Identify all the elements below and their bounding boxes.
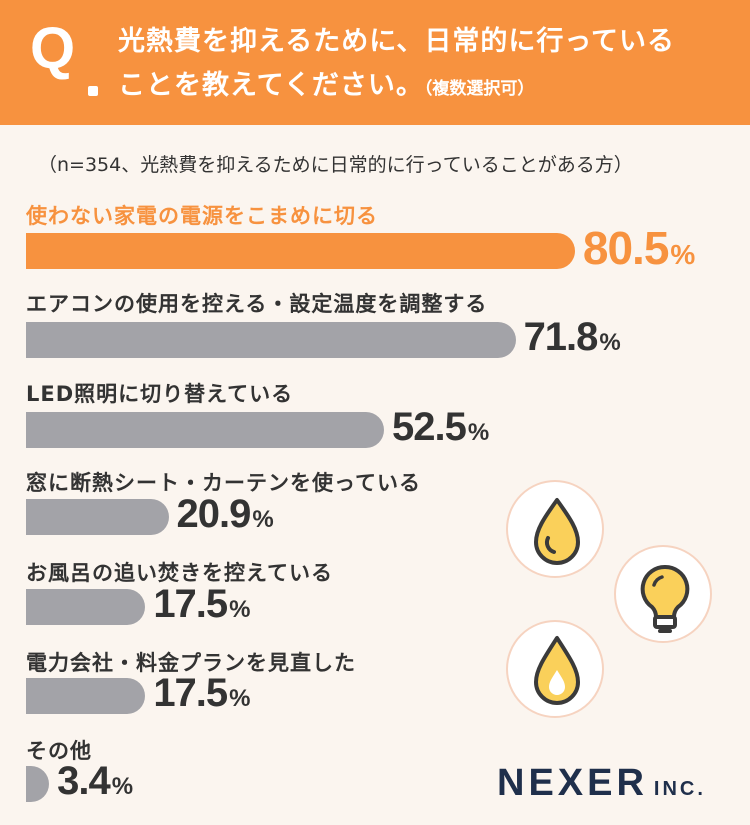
value-number: 20.9 — [176, 492, 252, 536]
value-label: 20.9% — [177, 492, 274, 537]
value-number: 17.5 — [153, 671, 228, 715]
bar — [26, 233, 575, 269]
value-number: 17.5 — [153, 582, 228, 626]
value-label: 3.4% — [57, 759, 133, 804]
value-unit: % — [599, 329, 621, 356]
question-line-2-text: ことを教えてください。 — [118, 70, 424, 101]
value-unit: % — [111, 773, 134, 800]
category-label: その他 — [26, 739, 92, 763]
value-unit: % — [252, 506, 274, 533]
value-number: 3.4 — [57, 759, 111, 803]
value-unit: % — [670, 239, 696, 270]
category-label: エアコンの使用を控える・設定温度を調整する — [26, 292, 488, 316]
question-header: Q 光熱費を抑えるために、日常的に行っている ことを教えてください。（複数選択可… — [0, 0, 750, 125]
flame-drop-icon — [506, 620, 604, 718]
value-label: 71.8% — [524, 315, 621, 360]
question-line-2: ことを教えてください。（複数選択可） — [118, 64, 738, 111]
logo-suffix: INC. — [653, 778, 706, 800]
category-label: 電力会社・料金プランを見直した — [26, 651, 356, 675]
value-label: 52.5% — [392, 405, 489, 450]
light-bulb-icon — [614, 545, 712, 643]
question-text: 光熱費を抑えるために、日常的に行っている ことを教えてください。（複数選択可） — [118, 20, 738, 111]
category-label: LED照明に切り替えている — [26, 382, 294, 406]
category-label: 使わない家電の電源をこまめに切る — [26, 204, 378, 228]
sample-note: （n=354、光熱費を抑えるために日常的に行っていることがある方） — [38, 154, 633, 176]
question-line-1: 光熱費を抑えるために、日常的に行っている — [118, 26, 676, 57]
value-unit: % — [229, 596, 251, 623]
value-number: 80.5 — [582, 222, 670, 274]
question-note: （複数選択可） — [423, 79, 535, 99]
value-label: 80.5% — [583, 221, 695, 275]
q-letter: Q — [30, 16, 76, 81]
oil-drop-icon — [506, 480, 604, 578]
value-unit: % — [467, 419, 490, 446]
value-unit: % — [229, 685, 251, 712]
bar — [26, 678, 146, 714]
bar — [26, 589, 146, 625]
q-dot — [88, 86, 98, 96]
logo-main: NEXER — [497, 762, 648, 804]
value-number: 71.8 — [523, 315, 599, 359]
bar — [26, 499, 169, 535]
category-label: 窓に断熱シート・カーテンを使っている — [26, 471, 421, 495]
bar — [26, 766, 50, 802]
bar — [26, 412, 384, 448]
bar — [26, 322, 516, 358]
nexer-logo: NEXER INC. — [497, 762, 706, 805]
value-label: 17.5% — [153, 671, 250, 716]
value-label: 17.5% — [153, 582, 250, 627]
category-label: お風呂の追い焚きを控えている — [26, 561, 333, 585]
value-number: 52.5 — [391, 405, 467, 449]
